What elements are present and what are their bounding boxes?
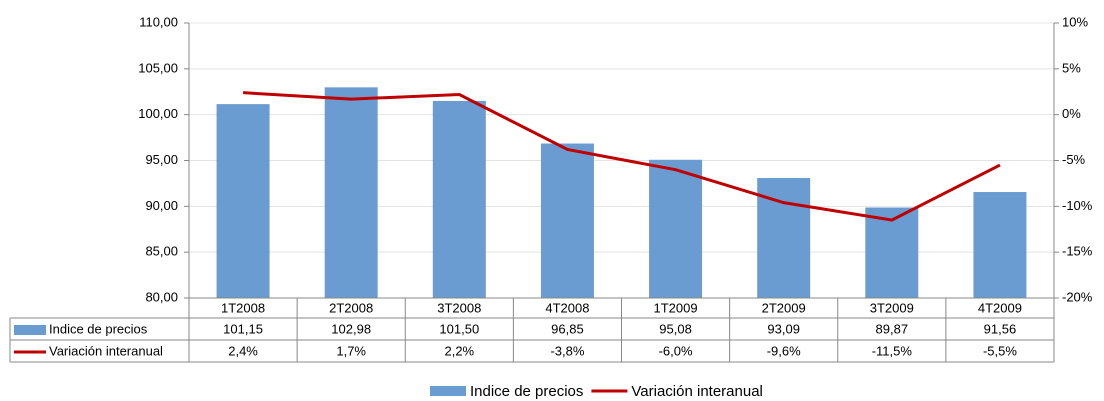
table-value: -5,5% (983, 343, 1017, 358)
table-value: 1,7% (336, 343, 366, 358)
legend-label: Indice de precios (470, 383, 583, 400)
bar (649, 159, 703, 298)
y2-tick-label: -10% (1062, 198, 1093, 213)
legend-key (14, 325, 46, 335)
x-tick-label: 1T2008 (221, 300, 265, 315)
table-value: -6,0% (659, 343, 693, 358)
y2-tick-label: -20% (1062, 289, 1093, 304)
y2-tick-label: -5% (1062, 152, 1086, 167)
table-value: 96,85 (551, 321, 584, 336)
table-series-name: Indice de precios (49, 321, 148, 336)
table-value: 101,50 (439, 321, 479, 336)
bar (540, 143, 594, 298)
y-tick-label: 85,00 (145, 244, 178, 259)
table-value: 89,87 (876, 321, 909, 336)
y-tick-label: 105,00 (138, 60, 178, 75)
y-tick-label: 110,00 (139, 14, 178, 29)
table-value: 101,15 (223, 321, 263, 336)
bar (216, 104, 270, 298)
x-tick-label: 2T2009 (762, 300, 806, 315)
legend-key (430, 386, 466, 396)
x-tick-label: 3T2008 (437, 300, 481, 315)
table-value: -3,8% (550, 343, 584, 358)
y-tick-label: 100,00 (138, 106, 178, 121)
y2-tick-label: -15% (1062, 244, 1093, 259)
table-value: 91,56 (984, 321, 1017, 336)
table-value: 2,4% (228, 343, 258, 358)
x-tick-label: 3T2009 (870, 300, 914, 315)
table-value: 93,09 (767, 321, 800, 336)
x-tick-label: 2T2008 (329, 300, 373, 315)
table-value: -9,6% (767, 343, 801, 358)
table-value: 102,98 (331, 321, 371, 336)
y-tick-label: 90,00 (145, 198, 178, 213)
bar (973, 192, 1027, 298)
x-tick-label: 4T2008 (545, 300, 589, 315)
bar (865, 207, 919, 298)
legend-label: Variación interanual (631, 383, 762, 400)
bar (432, 100, 486, 299)
x-tick-label: 4T2009 (978, 300, 1022, 315)
table-value: 2,2% (444, 343, 474, 358)
table-value: 95,08 (659, 321, 692, 336)
y2-tick-label: 10% (1062, 14, 1088, 29)
y-tick-label: 95,00 (145, 152, 178, 167)
table-series-name: Variación interanual (49, 343, 163, 358)
line (242, 91, 1001, 222)
bar (324, 87, 378, 298)
y2-tick-label: 5% (1062, 60, 1081, 75)
table-value: -11,5% (872, 343, 913, 358)
y-tick-label: 80,00 (145, 289, 178, 304)
y2-tick-label: 0% (1062, 106, 1081, 121)
x-tick-label: 1T2009 (654, 300, 698, 315)
